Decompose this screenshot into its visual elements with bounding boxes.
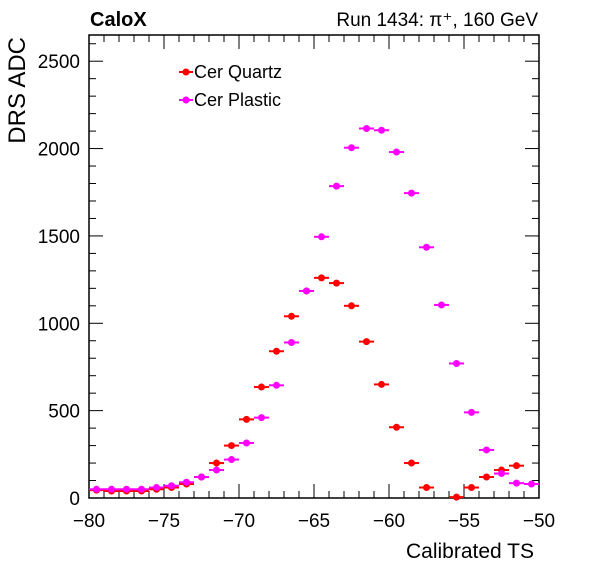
x-axis-title: Calibrated TS [406, 540, 534, 563]
series-cer-plastic [89, 124, 539, 493]
legend-entry-cer-quartz: Cer Quartz [179, 62, 282, 82]
data-point [513, 462, 520, 470]
data-point [258, 414, 265, 422]
data-point [453, 359, 460, 367]
data-point [303, 287, 310, 295]
data-point [348, 144, 355, 152]
data-point [228, 456, 235, 464]
data-point [213, 466, 220, 474]
data-point [273, 347, 280, 355]
experiment-label: CaloX [90, 9, 147, 31]
data-point [408, 459, 415, 467]
data-point [363, 338, 370, 346]
legend-label-cer-quartz: Cer Quartz [194, 62, 282, 82]
series-cer-quartz [89, 274, 524, 501]
data-points [89, 124, 539, 501]
x-tick-label: −75 [148, 511, 180, 532]
x-tick-label: −55 [448, 511, 480, 532]
data-point [453, 493, 460, 501]
data-point [288, 339, 295, 347]
data-point [423, 484, 430, 492]
data-point [318, 233, 325, 241]
data-point [468, 484, 475, 492]
data-point [378, 380, 385, 388]
data-point [153, 484, 160, 492]
data-point [243, 439, 250, 447]
data-point [393, 148, 400, 156]
x-tick-label: −80 [73, 511, 105, 532]
data-point [318, 274, 325, 282]
data-point [168, 482, 175, 490]
data-point [333, 182, 340, 190]
axis-ticks [88, 35, 540, 499]
data-point [393, 423, 400, 431]
data-point [228, 442, 235, 450]
plot-frame [88, 34, 540, 499]
data-point [348, 302, 355, 310]
data-point [93, 485, 100, 493]
data-point [288, 312, 295, 320]
x-tick-label: −70 [223, 511, 255, 532]
data-point [408, 189, 415, 197]
y-tick-label: 2500 [38, 52, 80, 73]
x-tick-label: −50 [523, 511, 555, 532]
data-point [123, 485, 130, 493]
data-point [468, 408, 475, 416]
data-point [183, 478, 190, 486]
legend-entry-cer-plastic: Cer Plastic [179, 90, 281, 110]
legend-label-cer-plastic: Cer Plastic [194, 90, 281, 110]
data-point [138, 485, 145, 493]
data-point [423, 243, 430, 251]
data-point [483, 473, 490, 481]
data-point [483, 446, 490, 454]
x-tick-labels: −80 −75 −70 −65 −60 −55 −50 [73, 511, 555, 532]
y-tick-label: 2000 [38, 140, 80, 161]
data-point [213, 459, 220, 467]
y-tick-label: 1500 [38, 227, 80, 248]
data-point [258, 383, 265, 391]
y-tick-label: 500 [48, 402, 80, 423]
data-point [498, 470, 505, 478]
data-point [243, 415, 250, 423]
y-axis-title: DRS ADC [4, 37, 31, 144]
x-tick-label: −65 [298, 511, 330, 532]
data-point [333, 279, 340, 287]
y-tick-labels: 0 500 1000 1500 2000 2500 [38, 52, 80, 510]
data-point [438, 301, 445, 309]
legend: Cer Quartz Cer Plastic [179, 62, 282, 110]
data-point [273, 381, 280, 389]
data-point [378, 126, 385, 134]
x-tick-label: −60 [373, 511, 405, 532]
data-point [528, 480, 535, 488]
y-tick-label: 0 [69, 489, 80, 510]
legend-marker-cer-quartz [182, 68, 190, 76]
y-tick-label: 1000 [38, 314, 80, 335]
data-point [513, 479, 520, 487]
run-info: Run 1434: π⁺, 160 GeV [336, 10, 538, 31]
data-point [108, 485, 115, 493]
legend-marker-cer-plastic [182, 96, 190, 104]
data-point [198, 473, 205, 481]
data-point [363, 124, 370, 132]
